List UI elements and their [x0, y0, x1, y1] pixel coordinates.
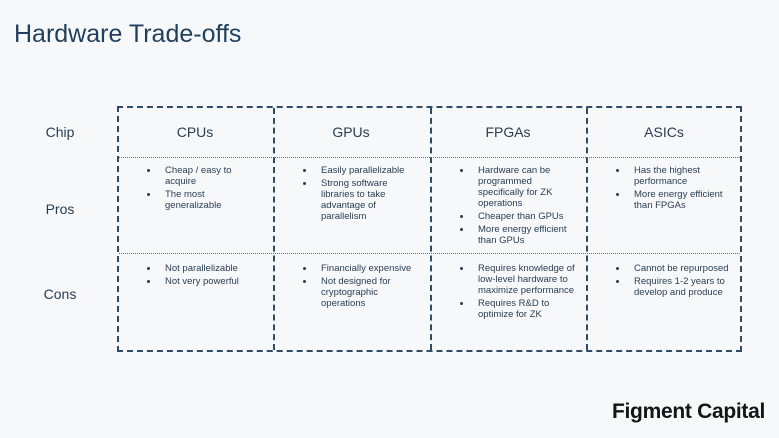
row-label: Cons	[43, 286, 77, 302]
pro-item: The most generalizable	[159, 189, 245, 211]
row-divider	[119, 253, 740, 254]
column-divider	[273, 108, 275, 350]
pros-list: Easily parallelizable Strong software lib…	[293, 165, 423, 224]
column-header: ASICs	[644, 124, 684, 140]
slide-title: Hardware Trade-offs	[14, 20, 242, 48]
row-label: Pros	[45, 201, 75, 217]
brand-logo: Figment Capital	[611, 400, 765, 423]
pro-item: Hardware can be programmed specifically …	[472, 165, 580, 209]
con-item: Not parallelizable	[159, 263, 245, 274]
table-frame	[117, 106, 742, 352]
cons-list: Financially expensive Not designed for cr…	[293, 263, 423, 311]
pro-item: Has the highest performance	[628, 165, 736, 187]
pro-item: More energy efficient than FPGAs	[628, 189, 736, 211]
column-divider	[586, 108, 588, 350]
con-item: Requires 1-2 years to develop and produc…	[628, 276, 736, 298]
pros-list: Cheap / easy to acquireThe most generali…	[137, 165, 245, 213]
pro-item: Cheap / easy to acquire	[159, 165, 245, 187]
column-divider	[430, 108, 432, 350]
column-header: CPUs	[176, 124, 214, 140]
con-item: Cannot be repurposed	[628, 263, 736, 274]
pros-list: Has the highest performanceMore energy e…	[606, 165, 736, 213]
pro-item: Strong software libraries to take advant…	[315, 178, 423, 222]
con-item: Not very powerful	[159, 276, 245, 287]
row-divider	[119, 157, 740, 158]
row-label: Chip	[45, 124, 75, 140]
cons-list: Not parallelizable Not very powerful	[137, 263, 245, 289]
cons-list: Requires knowledge of low-level hardware…	[450, 263, 580, 322]
pros-list: Hardware can be programmed specifically …	[450, 165, 580, 248]
pro-item: More energy efficient than GPUs	[472, 224, 580, 246]
con-item: Requires knowledge of low-level hardware…	[472, 263, 580, 296]
con-item: Requires R&D to optimize for ZK	[472, 298, 580, 320]
cons-list: Cannot be repurposed Requires 1-2 years t…	[606, 263, 736, 300]
pro-item: Easily parallelizable	[315, 165, 423, 176]
con-item: Not designed for cryptographic operation…	[315, 276, 423, 309]
pro-item: Cheaper than GPUs	[472, 211, 580, 222]
column-header: FPGAs	[485, 124, 531, 140]
con-item: Financially expensive	[315, 263, 423, 274]
column-header: GPUs	[332, 124, 370, 140]
